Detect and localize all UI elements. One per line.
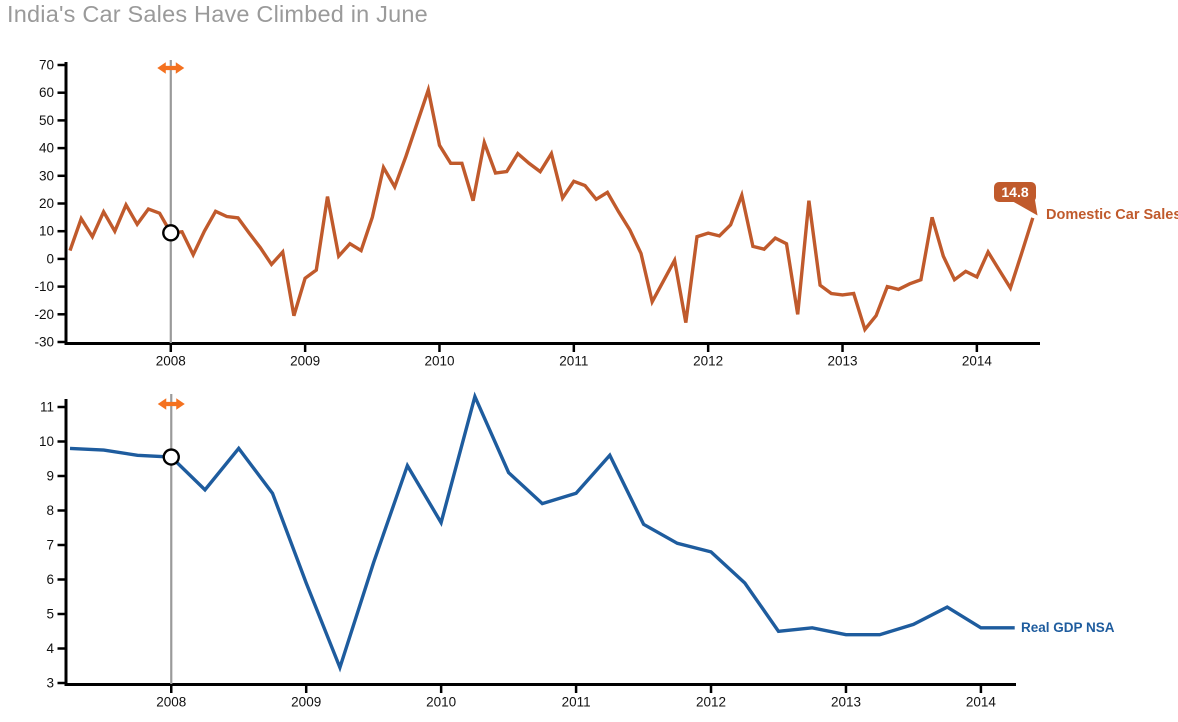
- y-tick-label: 40: [39, 141, 54, 156]
- y-tick-label: 0: [46, 251, 54, 266]
- y-tick-label: 9: [46, 469, 54, 484]
- x-tick-label: 2013: [827, 354, 857, 369]
- y-tick-label: -20: [34, 307, 54, 322]
- x-tick-label: 2010: [426, 695, 456, 710]
- value-tooltip: 14.8: [994, 182, 1036, 202]
- x-tick-label: 2008: [156, 354, 186, 369]
- page-title: India's Car Sales Have Climbed in June: [7, 1, 428, 27]
- y-tick-label: 60: [39, 85, 54, 100]
- x-tick-label: 2008: [156, 695, 186, 710]
- y-tick-label: 10: [39, 434, 54, 449]
- y-tick-label: 50: [39, 113, 54, 128]
- x-tick-label: 2011: [559, 354, 588, 369]
- gdp-series-label: Real GDP NSA: [1021, 620, 1115, 635]
- y-tick-label: 11: [40, 400, 54, 415]
- x-tick-label: 2014: [966, 695, 997, 710]
- y-tick-label: 4: [46, 641, 54, 656]
- car-sales-plot-area[interactable]: [66, 62, 1040, 342]
- y-tick-label: 7: [46, 538, 54, 553]
- x-tick-label: 2009: [291, 695, 321, 710]
- x-tick-label: 2009: [290, 354, 320, 369]
- gdp-plot-area[interactable]: [66, 399, 1016, 683]
- y-tick-label: 6: [46, 572, 54, 587]
- y-tick-label: -10: [34, 279, 54, 294]
- y-tick-label: -30: [34, 335, 54, 350]
- x-tick-label: 2010: [424, 354, 454, 369]
- gdp-line: [69, 391, 1015, 673]
- car-sales-line: [68, 83, 1035, 334]
- y-tick-label: 70: [39, 58, 54, 73]
- x-tick-label: 2011: [562, 695, 591, 710]
- gdp-drag-arrow-icon[interactable]: [157, 398, 185, 410]
- gdp-chart: 11 10 9 8 7 6 5 4 3 2008 2009 2010 2011 2012 2013 2014: [39, 391, 1016, 710]
- gdp-cursor-marker[interactable]: [162, 448, 180, 466]
- car-sales-axis: [64, 62, 1040, 345]
- y-tick-label: 8: [46, 503, 54, 518]
- x-tick-label: 2012: [693, 354, 723, 369]
- y-tick-label: 10: [39, 224, 54, 239]
- y-tick-label: 20: [39, 196, 54, 211]
- y-tick-label: 30: [39, 168, 54, 183]
- x-tick-label: 2014: [962, 354, 993, 369]
- y-tick-label: 5: [46, 607, 54, 622]
- x-tick-label: 2012: [696, 695, 726, 710]
- car-sales-drag-arrow-icon[interactable]: [157, 62, 185, 74]
- car-sales-cursor-marker[interactable]: [162, 224, 180, 242]
- y-tick-label: 3: [46, 676, 54, 691]
- gdp-axis: [64, 399, 1016, 686]
- car-sales-series-label: Domestic Car Sales: [1046, 207, 1178, 223]
- x-tick-label: 2013: [831, 695, 861, 710]
